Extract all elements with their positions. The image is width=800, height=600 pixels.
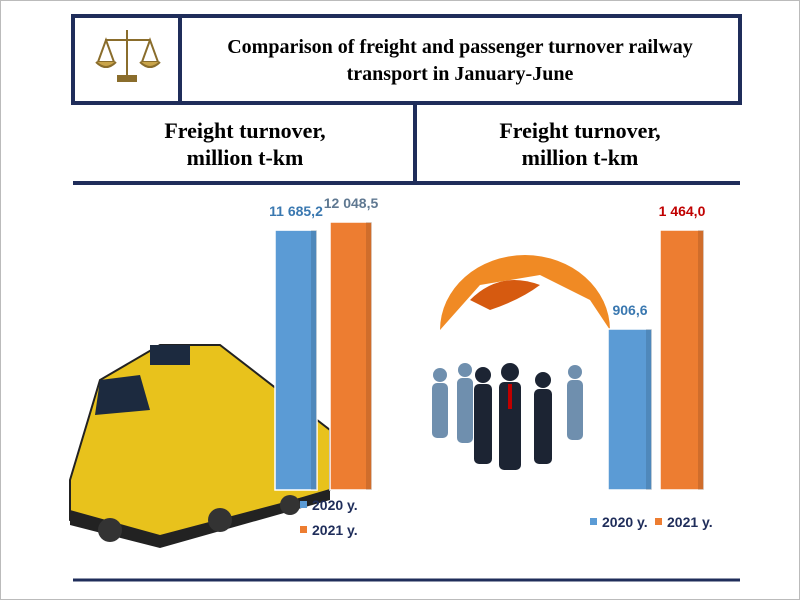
data-label: 11 685,2 xyxy=(269,203,323,219)
bar-shade xyxy=(698,230,704,490)
legend-marker xyxy=(655,518,662,525)
bar xyxy=(329,221,373,491)
locomotive-illustration xyxy=(69,344,331,548)
bar-shade xyxy=(646,328,652,490)
legend-marker xyxy=(300,526,307,533)
scales-icon xyxy=(95,30,161,82)
bar xyxy=(607,328,653,491)
legend-label: 2021 y. xyxy=(312,522,358,538)
bar xyxy=(659,229,705,491)
legend-label: 2020 y. xyxy=(312,497,358,513)
legend-label: 2021 y. xyxy=(667,514,713,530)
bar-shade xyxy=(366,222,372,490)
page-title: Comparison of freight and passenger turn… xyxy=(227,36,693,85)
legend-marker xyxy=(590,518,597,525)
legend-label: 2020 y. xyxy=(602,514,648,530)
data-label: 1 464,0 xyxy=(659,203,706,219)
people-illustration xyxy=(432,255,610,470)
bar xyxy=(274,229,318,491)
panel-title: Freight turnover, million t-km xyxy=(164,118,326,170)
data-label: 12 048,5 xyxy=(324,195,379,211)
legend-marker xyxy=(300,501,307,508)
title-box xyxy=(71,14,742,105)
bar-shade xyxy=(311,230,317,490)
data-label: 906,6 xyxy=(612,302,647,318)
panel-title: Freight turnover, million t-km xyxy=(499,118,661,170)
